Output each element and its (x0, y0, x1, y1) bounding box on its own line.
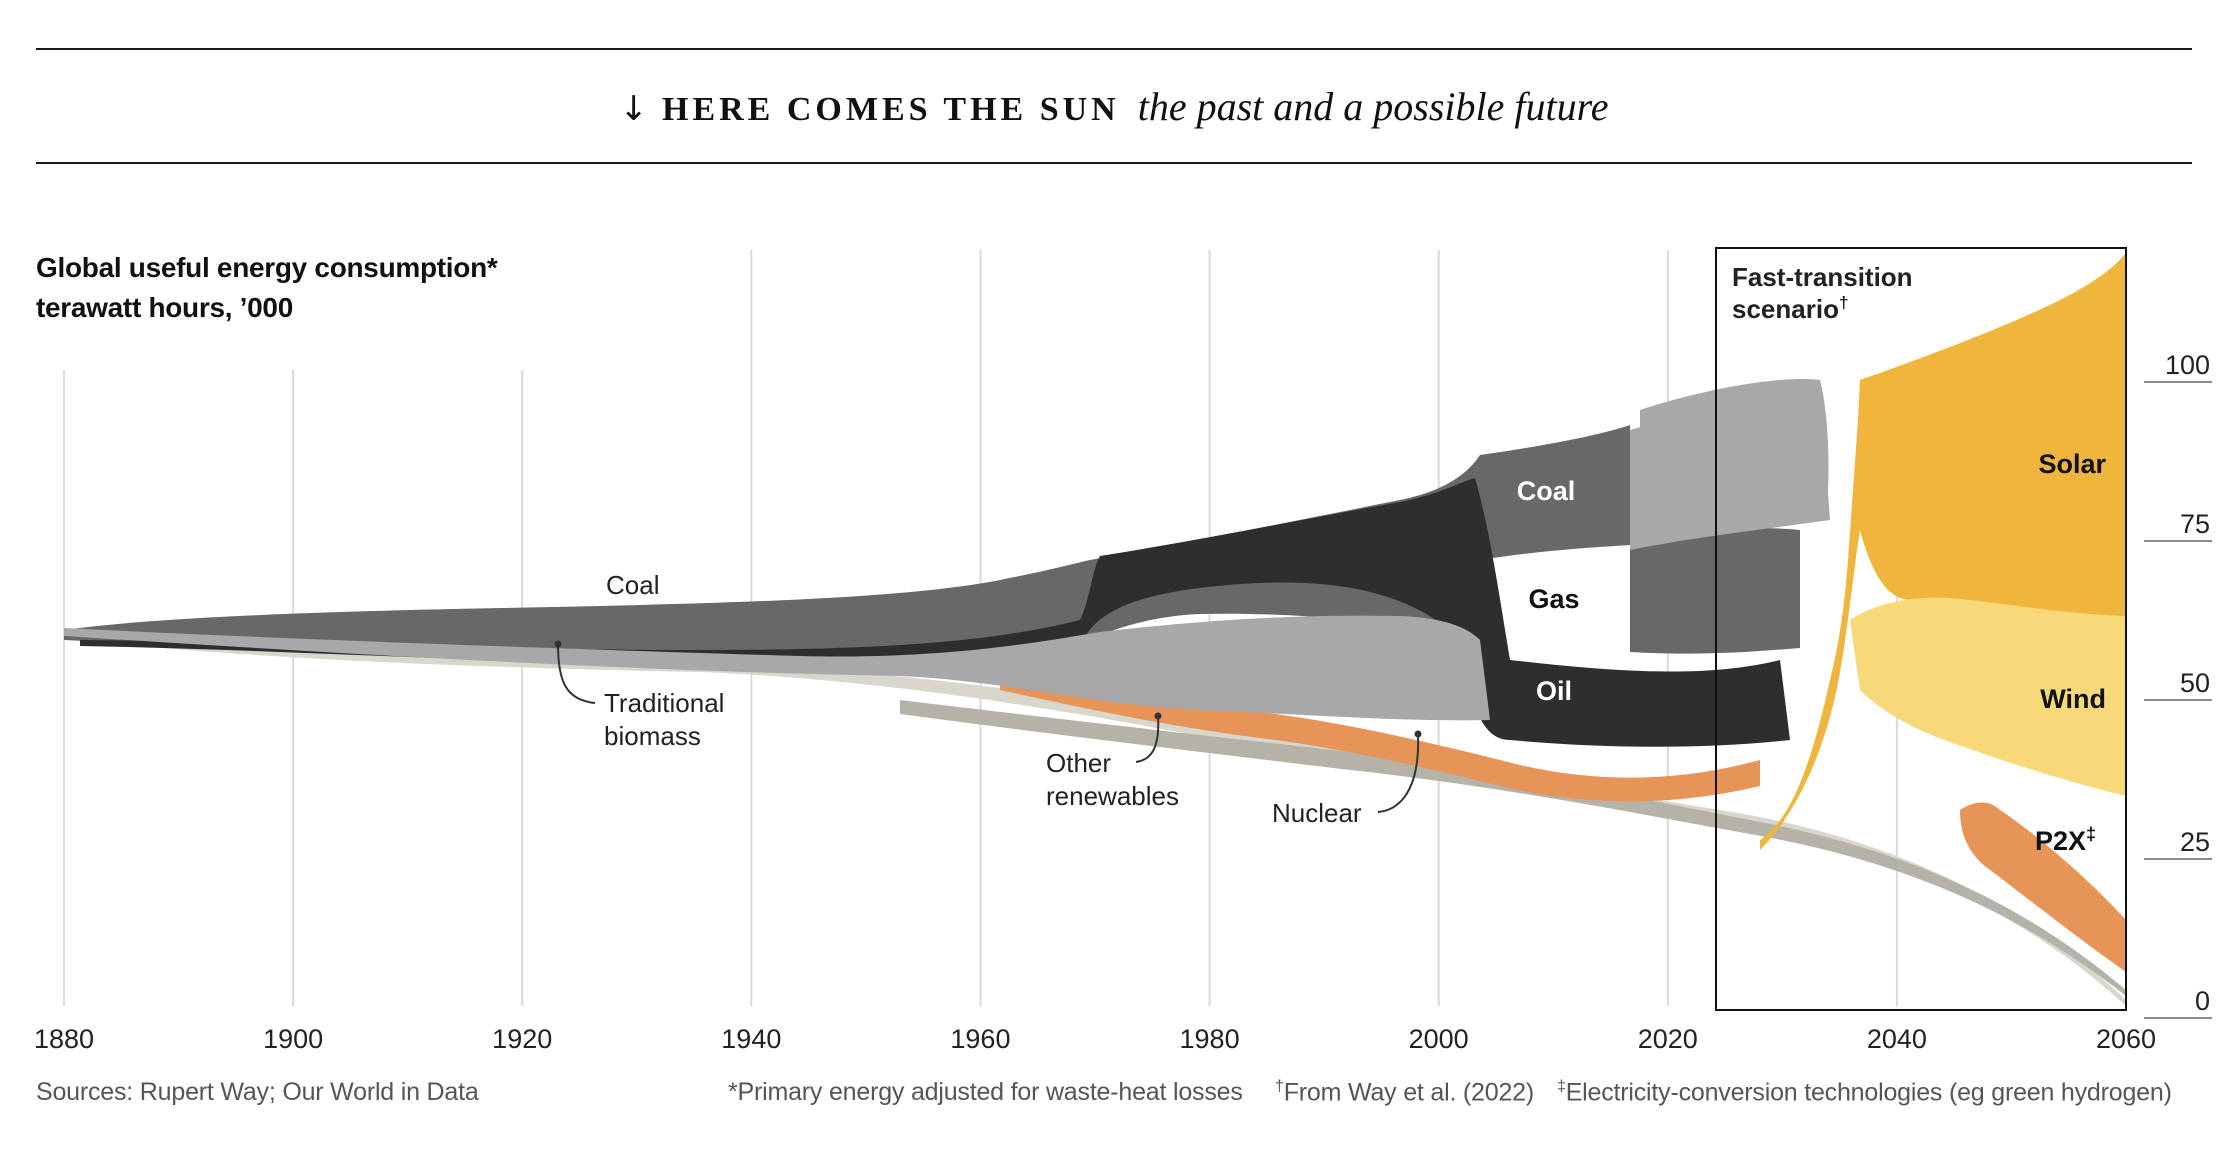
stream-coal-history (64, 560, 1090, 655)
label-traditional-1: Traditional (604, 688, 724, 718)
p2x-double-dagger: ‡ (2086, 824, 2096, 844)
x-tick-1900: 1900 (263, 1024, 323, 1054)
top-rule (36, 48, 2192, 50)
p2x-text: P2X (2035, 826, 2086, 856)
x-tick-2060: 2060 (2096, 1024, 2156, 1054)
scenario-label-1: Fast-transition (1732, 262, 1913, 292)
x-tick-1880: 1880 (34, 1024, 94, 1054)
label-coal-inline: Coal (1517, 476, 1576, 506)
x-tick-1980: 1980 (1180, 1024, 1240, 1054)
bottom-rule (36, 162, 2192, 164)
y-axis-ticks: 0 25 50 75 100 (2144, 350, 2212, 1019)
leader-traditional-biomass (557, 643, 596, 704)
stream-gas-scenario (1640, 379, 1829, 540)
label-nuclear: Nuclear (1272, 798, 1362, 828)
y-tick-75: 75 (2180, 509, 2210, 539)
double-dagger-mark: ‡ (1557, 1078, 1566, 1095)
y-tick-0: 0 (2195, 986, 2210, 1016)
x-tick-2000: 2000 (1409, 1024, 1469, 1054)
chart-title: Global useful energy consumption* (36, 252, 498, 283)
headline-dek: the past and a possible future (1137, 84, 1609, 129)
label-solar-inline: Solar (2038, 449, 2106, 479)
label-oil-inline: Oil (1536, 676, 1572, 706)
leader-dot-other (1154, 712, 1162, 720)
stream-wind (1850, 597, 2126, 796)
stream-gas (64, 615, 1490, 721)
footnote-p2x-text: Electricity-conversion technologies (eg … (1565, 1078, 2172, 1107)
x-axis-ticks: 1880 1900 1920 1940 1960 1980 2000 2020 2040 2060 (34, 1024, 2156, 1054)
headline-kicker: HERE COMES THE SUN (662, 91, 1120, 128)
label-other-2: renewables (1046, 781, 1179, 811)
stream-oil (80, 478, 1790, 747)
footnote-primary-energy: *Primary energy adjusted for waste-heat … (728, 1078, 1243, 1106)
leader-dot-traditional (554, 640, 562, 648)
streams (64, 252, 2126, 1006)
x-tick-2020: 2020 (1638, 1024, 1698, 1054)
footnote-way-text: From Way et al. (2022) (1283, 1078, 1535, 1107)
dagger-mark: † (1275, 1078, 1284, 1095)
y-tick-25: 25 (2180, 827, 2210, 857)
arrow-down-icon: ↓ (619, 89, 649, 129)
scenario-label-2: scenario† (1732, 293, 1848, 324)
footnote-way-et-al: †From Way et al. (2022) (1275, 1078, 1534, 1107)
leader-nuclear (1377, 733, 1420, 813)
stream-coal-late (1480, 425, 1630, 560)
x-tick-2040: 2040 (1867, 1024, 1927, 1054)
label-coal: Coal (606, 570, 659, 600)
x-tick-1960: 1960 (950, 1024, 1010, 1054)
stream-solar (1760, 252, 2126, 850)
scenario-label-word: scenario (1732, 294, 1839, 324)
footnote-p2x: ‡Electricity-conversion technologies (eg… (1557, 1078, 2172, 1107)
annotations (554, 247, 2127, 1011)
stream-nuclear (900, 700, 2126, 996)
x-tick-1940: 1940 (721, 1024, 781, 1054)
stream-p2x (1960, 802, 2126, 972)
scenario-dagger: † (1839, 293, 1848, 312)
labels: Coal Traditional biomass Other renewable… (604, 262, 2106, 856)
leader-other-renewables (1135, 715, 1160, 763)
x-tick-1920: 1920 (492, 1024, 552, 1054)
y-tick-100: 100 (2165, 350, 2210, 380)
label-p2x-inline: P2X‡ (2035, 824, 2096, 856)
leader-dot-nuclear (1414, 730, 1422, 738)
source-note: Sources: Rupert Way; Our World in Data (36, 1078, 479, 1106)
label-other-1: Other (1046, 748, 1111, 778)
scenario-box (1715, 247, 2127, 1011)
label-wind-inline: Wind (2040, 684, 2106, 714)
headline: ↓ HERE COMES THE SUN the past and a possib… (0, 82, 2228, 135)
chart-subtitle: terawatt hours, ’000 (36, 292, 293, 323)
label-traditional-2: biomass (604, 721, 701, 751)
y-tick-50: 50 (2180, 668, 2210, 698)
label-gas-inline: Gas (1528, 584, 1579, 614)
